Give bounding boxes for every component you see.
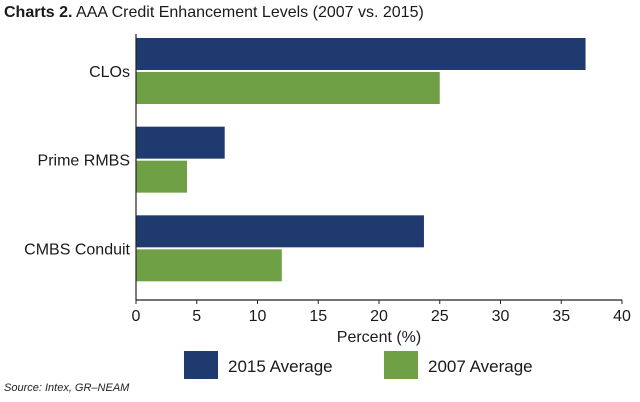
category-labels: CLOs Prime RMBS CMBS Conduit	[24, 64, 130, 258]
x-tick-label: 20	[370, 308, 388, 325]
bar-cmbs-conduit-2015	[136, 215, 424, 248]
x-tick-label: 10	[249, 308, 267, 325]
x-tick-label: 40	[613, 308, 631, 325]
legend: 2015 Average 2007 Average	[184, 351, 533, 379]
bars-group	[136, 38, 586, 282]
bar-prime-rmbs-2007	[136, 160, 188, 193]
x-tick-label: 25	[431, 308, 449, 325]
x-tick-label: 0	[132, 308, 141, 325]
bar-clos-2015	[136, 38, 586, 70]
chart-title: Charts 2. AAA Credit Enhancement Levels …	[4, 3, 424, 23]
legend-swatch	[384, 351, 418, 379]
legend-swatch	[184, 351, 218, 379]
category-label: Prime RMBS	[38, 153, 130, 170]
x-tick-label: 15	[309, 308, 327, 325]
source-note: Source: Intex, GR–NEAM	[4, 382, 130, 394]
x-axis-title: Percent (%)	[337, 329, 421, 346]
x-tick-label: 30	[492, 308, 510, 325]
category-label: CLOs	[89, 64, 130, 81]
bar-clos-2007	[136, 72, 440, 104]
chart-title-lead: Charts 2.	[4, 4, 73, 21]
bar-cmbs-conduit-2007	[136, 249, 282, 282]
x-axis: 0 5 10 15 20 25 30 35 40	[132, 34, 631, 325]
x-tick-label: 5	[192, 308, 201, 325]
category-label: CMBS Conduit	[24, 241, 130, 258]
legend-label: 2015 Average	[228, 357, 333, 376]
legend-label: 2007 Average	[428, 357, 533, 376]
bar-prime-rmbs-2015	[136, 126, 225, 159]
chart-title-text: AAA Credit Enhancement Levels (2007 vs. …	[72, 4, 424, 21]
x-tick-label: 35	[552, 308, 570, 325]
